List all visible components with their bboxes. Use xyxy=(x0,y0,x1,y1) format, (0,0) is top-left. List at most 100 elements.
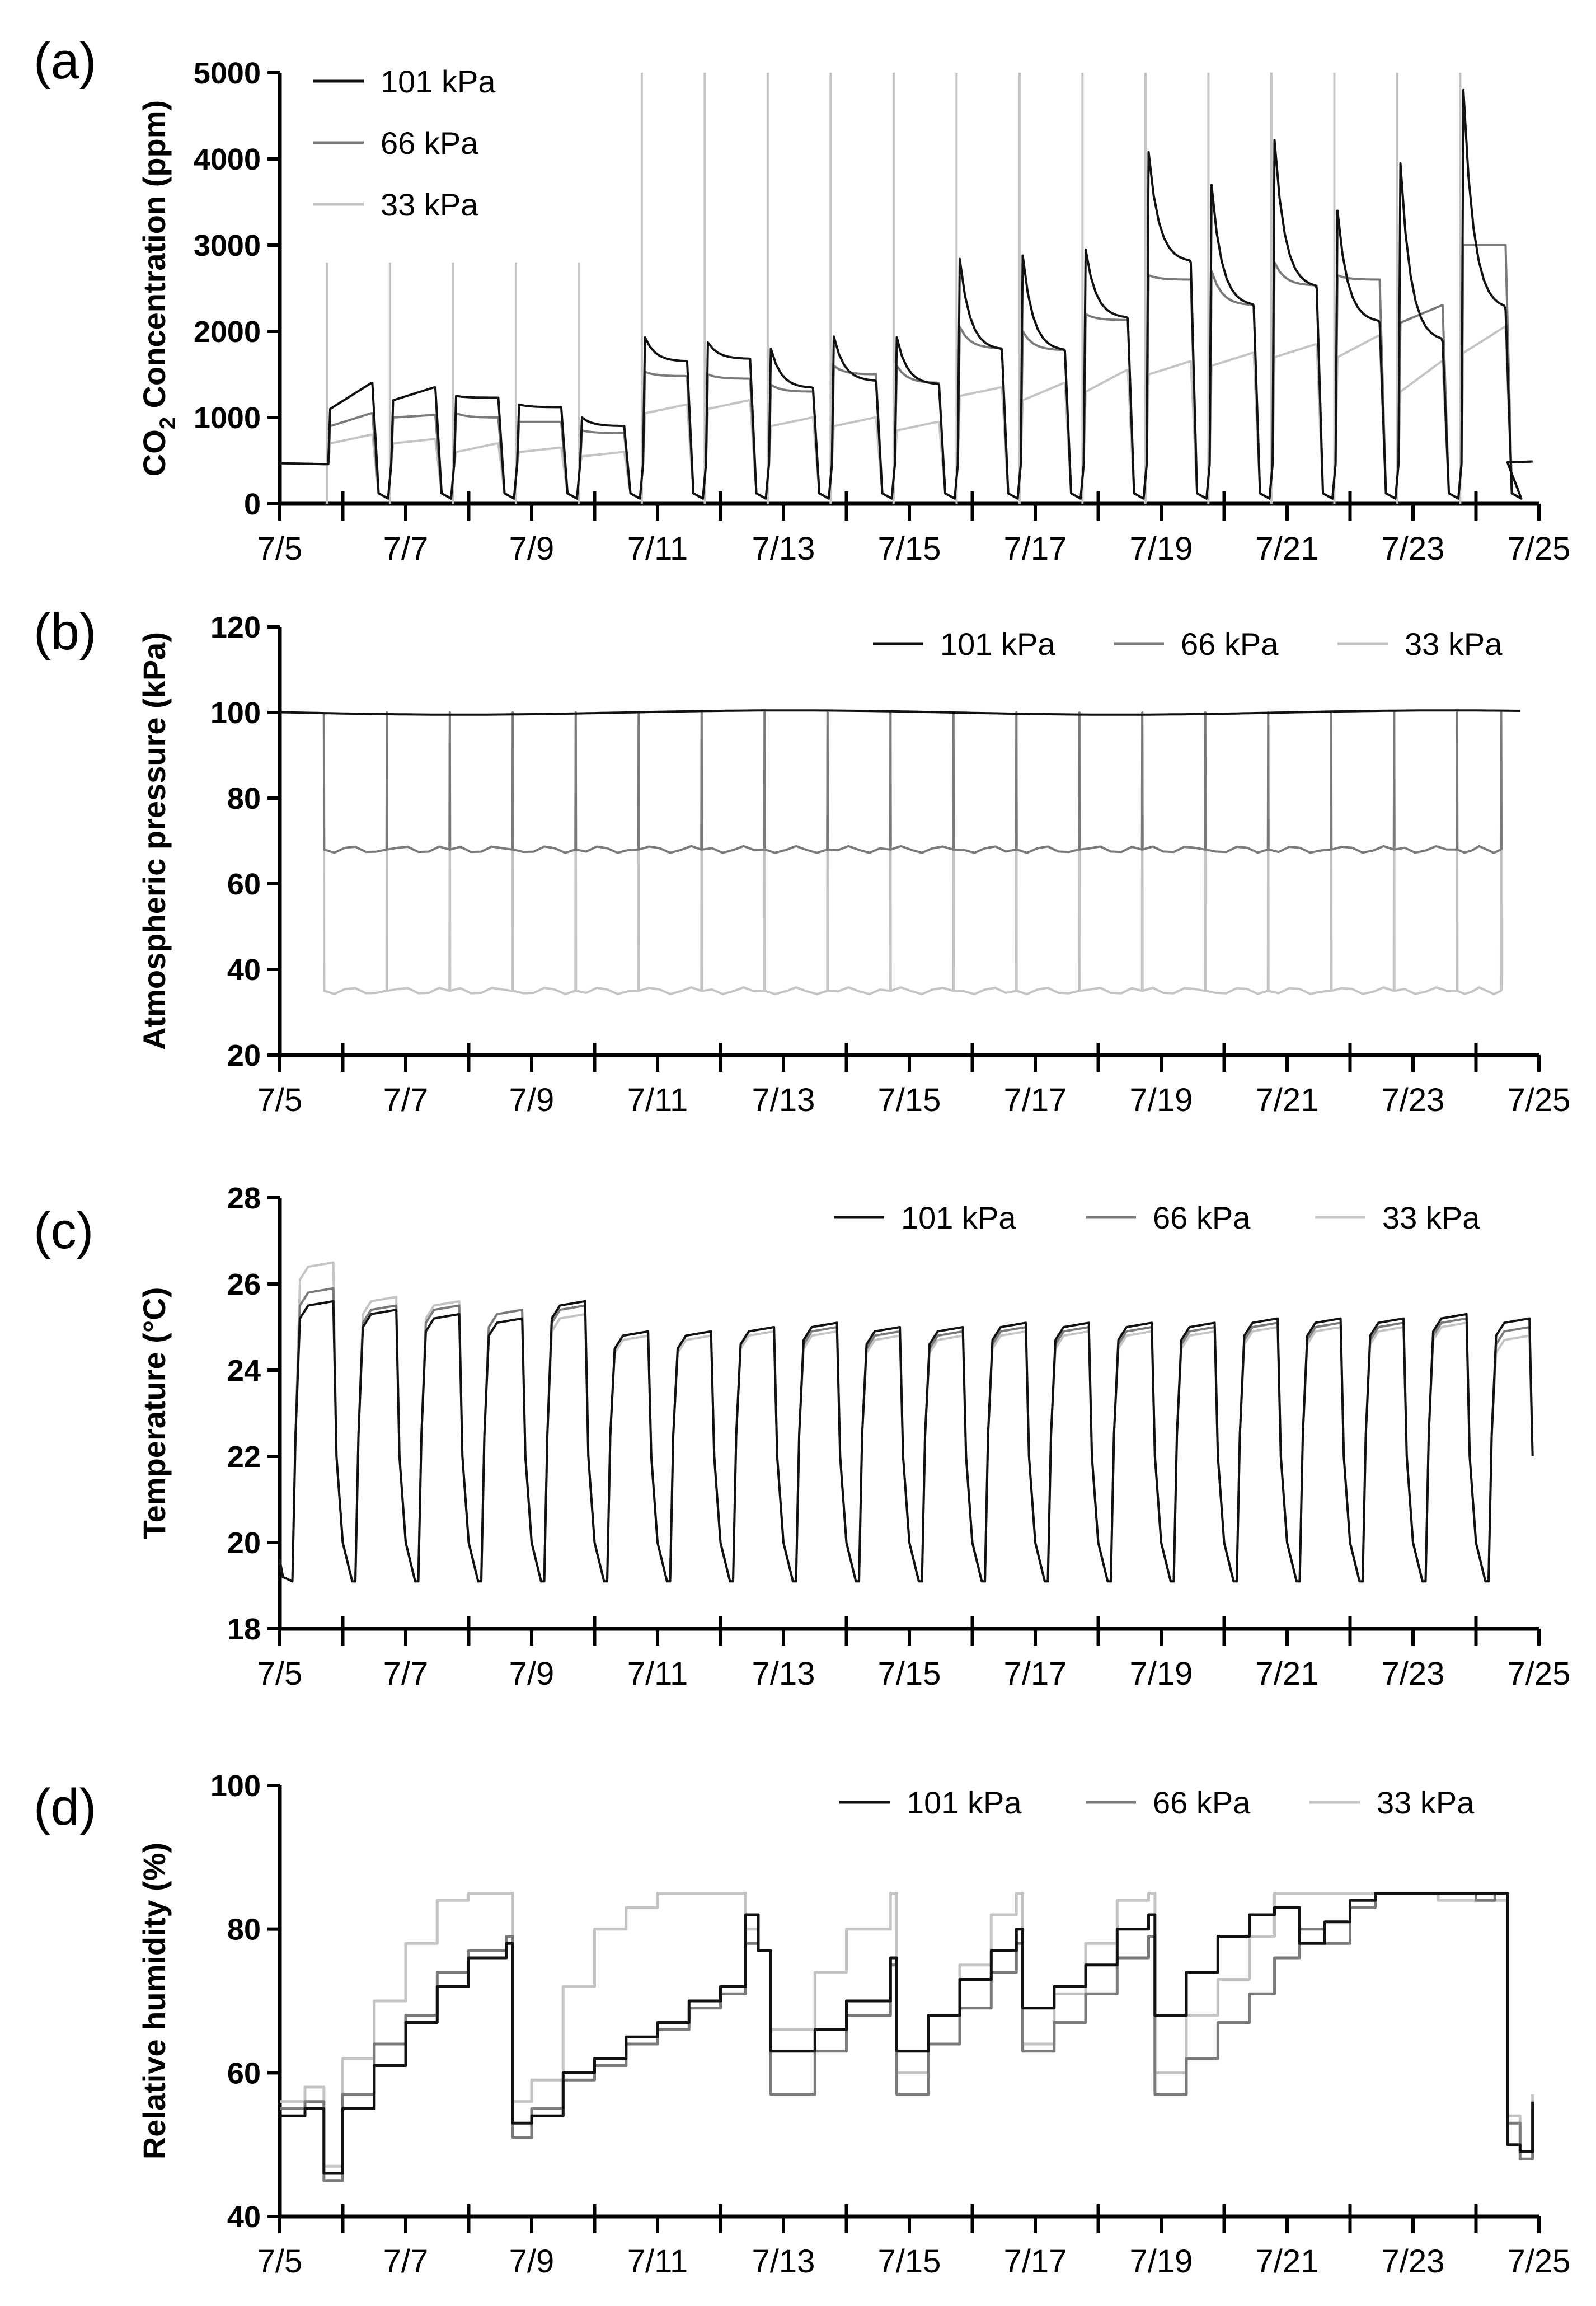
x-tick-label: 7/23 xyxy=(1382,531,1445,567)
x-tick-label: 7/21 xyxy=(1256,531,1319,567)
legend-label: 33 kPa xyxy=(1405,626,1503,662)
x-tick-label: 7/23 xyxy=(1382,1656,1445,1692)
y-tick-label: 4000 xyxy=(194,143,261,176)
series-line-101-kpa xyxy=(279,1300,1534,1583)
x-tick-label: 7/23 xyxy=(1382,1082,1445,1118)
x-tick-label: 7/7 xyxy=(383,531,429,567)
y-tick-label: 60 xyxy=(227,868,261,901)
x-tick-label: 7/11 xyxy=(627,2243,688,2280)
panel-label: (c) xyxy=(34,1202,93,1259)
y-axis-label: CO2 Concentration (ppm) xyxy=(137,100,180,476)
x-tick-label: 7/21 xyxy=(1256,2243,1319,2280)
x-tick-label: 7/9 xyxy=(509,1082,555,1118)
x-tick-label: 7/21 xyxy=(1256,1656,1319,1692)
x-tick-label: 7/25 xyxy=(1508,1656,1571,1692)
y-tick-label: 24 xyxy=(227,1354,261,1388)
legend: 101 kPa 66 kPa 33 kPa xyxy=(834,1200,1480,1235)
y-tick-label: 20 xyxy=(227,1526,261,1560)
y-tick-label: 120 xyxy=(210,611,261,644)
y-axis-label: Temperature (°C) xyxy=(137,1287,172,1540)
x-tick-label: 7/17 xyxy=(1004,1082,1067,1118)
panel-label: (b) xyxy=(34,603,96,660)
x-tick-label: 7/5 xyxy=(257,1656,303,1692)
y-axis-label: Relative humidity (%) xyxy=(137,1843,172,2159)
legend: 101 kPa 66 kPa 33 kPa xyxy=(873,626,1503,662)
plot-area xyxy=(279,73,1533,504)
x-tick-label: 7/19 xyxy=(1130,531,1193,567)
legend-label: 101 kPa xyxy=(901,1200,1016,1235)
series-line-33-kpa xyxy=(280,1892,1534,2168)
legend-label: 66 kPa xyxy=(1153,1785,1251,1820)
y-tick-label: 100 xyxy=(210,696,261,730)
legend: 101 kPa 66 kPa 33 kPa xyxy=(839,1785,1475,1820)
series-line-66-kpa xyxy=(322,711,1503,854)
y-tick-label: 20 xyxy=(227,1039,261,1072)
y-tick-label: 40 xyxy=(227,2200,261,2234)
series-line-66-kpa xyxy=(279,244,1533,500)
legend-label: 101 kPa xyxy=(940,626,1055,662)
y-tick-label: 18 xyxy=(227,1613,261,1646)
x-tick-label: 7/19 xyxy=(1130,2243,1193,2280)
y-tick-label: 60 xyxy=(227,2056,261,2090)
legend-label: 101 kPa xyxy=(381,64,496,99)
plot-area xyxy=(280,1892,1534,2182)
x-tick-label: 7/7 xyxy=(383,1082,429,1118)
x-tick-label: 7/7 xyxy=(383,2243,429,2280)
x-tick-label: 7/7 xyxy=(383,1656,429,1692)
y-axis-label: Atmospheric pressure (kPa) xyxy=(137,632,172,1050)
x-tick-label: 7/9 xyxy=(509,1656,555,1692)
panel-a: (a) CO2 Concentration (ppm) 0 1000 2000 3000 4… xyxy=(34,32,1570,567)
x-tick-label: 7/9 xyxy=(509,531,555,567)
x-tick-label: 7/25 xyxy=(1508,531,1571,567)
series-line-33-kpa xyxy=(322,711,1503,996)
plot-area xyxy=(279,1261,1534,1583)
series-line-101-kpa xyxy=(280,1892,1534,2175)
x-tick-label: 7/21 xyxy=(1256,1082,1319,1118)
y-tick-label: 2000 xyxy=(194,315,261,349)
panel-d: (d) Relative humidity (%) 40 60 80 100 7/5 7/7 7… xyxy=(34,1769,1570,2280)
x-tick-label: 7/13 xyxy=(752,1656,815,1692)
legend-label: 66 kPa xyxy=(1153,1200,1251,1235)
x-tick-label: 7/19 xyxy=(1130,1656,1193,1692)
x-tick-label: 7/5 xyxy=(257,531,303,567)
y-tick-label: 3000 xyxy=(194,229,261,263)
y-tick-label: 100 xyxy=(210,1769,261,1803)
y-tick-label: 80 xyxy=(227,1913,261,1947)
x-tick-label: 7/5 xyxy=(257,2243,303,2280)
panel-c: (c) Temperature (°C) 18 20 22 24 26 28 7/5 7/7 7/9… xyxy=(34,1182,1570,1692)
legend: 101 kPa 66 kPa 33 kPa xyxy=(313,64,496,222)
x-tick-label: 7/19 xyxy=(1130,1082,1193,1118)
x-tick-label: 7/11 xyxy=(627,1656,688,1692)
series-line-33-kpa xyxy=(279,326,1533,500)
x-tick-label: 7/13 xyxy=(752,1082,815,1118)
y-tick-label: 26 xyxy=(227,1268,261,1301)
y-tick-label: 22 xyxy=(227,1440,261,1474)
x-tick-label: 7/13 xyxy=(752,531,815,567)
x-tick-label: 7/9 xyxy=(509,2243,555,2280)
panel-label: (d) xyxy=(34,1779,96,1836)
x-tick-label: 7/17 xyxy=(1004,531,1067,567)
panel-label: (a) xyxy=(34,32,96,90)
legend-label: 66 kPa xyxy=(381,125,478,161)
y-tick-label: 80 xyxy=(227,782,261,815)
x-tick-label: 7/5 xyxy=(257,1082,303,1118)
x-tick-label: 7/15 xyxy=(878,1656,941,1692)
plot-area xyxy=(279,709,1520,996)
legend-label: 33 kPa xyxy=(1377,1785,1475,1820)
y-tick-label: 40 xyxy=(227,953,261,987)
x-tick-label: 7/15 xyxy=(878,531,941,567)
y-tick-label: 28 xyxy=(227,1182,261,1215)
x-tick-label: 7/13 xyxy=(752,2243,815,2280)
x-tick-label: 7/15 xyxy=(878,2243,941,2280)
series-line-101-kpa xyxy=(279,709,1520,716)
y-tick-label: 0 xyxy=(244,488,261,521)
x-tick-label: 7/15 xyxy=(878,1082,941,1118)
legend-label: 101 kPa xyxy=(907,1785,1022,1820)
series-line-66-kpa xyxy=(280,1892,1534,2182)
x-tick-label: 7/25 xyxy=(1508,2243,1571,2280)
legend-label: 66 kPa xyxy=(1181,626,1279,662)
panel-b: (b) Atmospheric pressure (kPa) 20 40 60 80 100… xyxy=(34,603,1570,1118)
y-tick-label: 5000 xyxy=(194,57,261,90)
x-tick-label: 7/17 xyxy=(1004,2243,1067,2280)
